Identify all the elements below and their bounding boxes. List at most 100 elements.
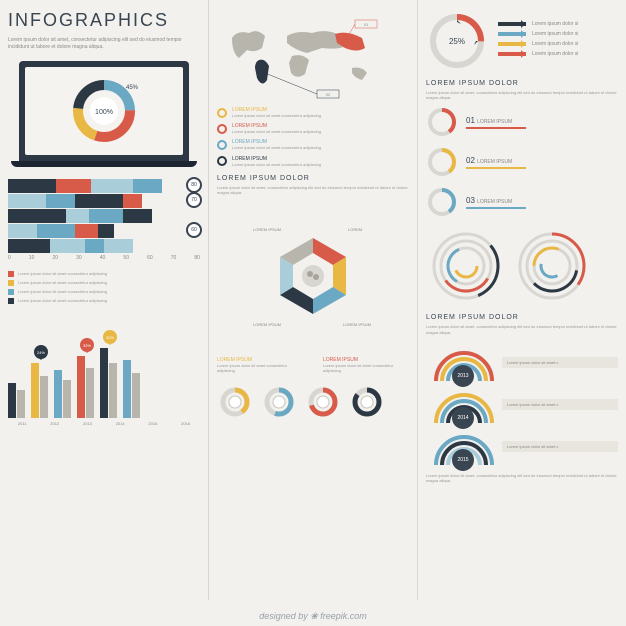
- arrow-list: Lorem ipsum dolor si Lorem ipsum dolor si…: [498, 21, 578, 61]
- hbar-segment: [56, 179, 91, 193]
- arc-item: 2013Lorem ipsum dolor sit amet c: [426, 343, 618, 383]
- small-donut-row: [217, 384, 409, 420]
- small-text-1: Lorem ipsum dolor sit amet consectetur a…: [217, 363, 303, 373]
- laptop-frame: 100% 45%: [19, 61, 189, 161]
- list-donut: [426, 106, 458, 138]
- column-center: 01 02 LOREM IPSUMLorem ipsum dolor sit a…: [209, 0, 418, 600]
- vbar-group: [54, 370, 71, 418]
- legend-swatch: [8, 271, 14, 277]
- hbar-segment: [123, 209, 152, 223]
- arrow-row: Lorem ipsum dolor si: [498, 31, 578, 37]
- svg-text:01: 01: [364, 22, 369, 27]
- hbar-row: [8, 239, 200, 253]
- list-donut: [426, 146, 458, 178]
- legend-item: Lorem ipsum dolor sit amet consectetur a…: [8, 271, 200, 277]
- year-badge: 2014: [452, 407, 474, 429]
- ring-icon: [217, 140, 227, 150]
- vertical-bar-chart: 24%32%32%: [8, 318, 200, 418]
- list-donut: [426, 186, 458, 218]
- hbar-segment: [75, 194, 123, 208]
- arc-item: 2014Lorem ipsum dolor sit amet c: [426, 385, 618, 425]
- ring-legend-item: LOREM IPSUMLorem ipsum dolor sit amet co…: [217, 123, 409, 134]
- hbar-segment: [123, 194, 142, 208]
- horizontal-bar-chart: 8070 60: [8, 179, 200, 253]
- hbar-segment: [66, 209, 89, 223]
- hbar-axis: 01020304050607080: [8, 255, 200, 261]
- hbar-value-label: 80: [186, 177, 202, 193]
- legend-swatch: [8, 298, 14, 304]
- list-number: 01 LOREM IPSUM: [466, 116, 618, 125]
- vbar-group: [8, 383, 25, 418]
- arrow-row: Lorem ipsum dolor si: [498, 41, 578, 47]
- hbar-segment: [8, 194, 46, 208]
- hbar-segment: [133, 179, 162, 193]
- hbar-value-label: 60: [186, 222, 202, 238]
- arc-item: 2015Lorem ipsum dolor sit amet c: [426, 427, 618, 467]
- hexagon-chart: LOREM IPSUM LOREM LOREM IPSUM LOREM IPSU…: [248, 211, 378, 341]
- vbar-pin: 32%: [80, 338, 94, 352]
- arc-chart: 2013Lorem ipsum dolor sit amet c2014Lore…: [426, 343, 618, 467]
- column-left: INFOGRAPHICS Lorem ipsum dolor sit amet,…: [0, 0, 209, 600]
- section-text-1: Lorem ipsum dolor sit amet, consectetur …: [217, 185, 409, 195]
- donut-outer-label: 45%: [126, 85, 139, 91]
- multi-ring-pair: [426, 226, 618, 306]
- ring-legend-item: LOREM IPSUMLorem ipsum dolor sit amet co…: [217, 107, 409, 118]
- vbar-years: 201120122013201420152016: [8, 421, 200, 426]
- donut-center-label: 100%: [95, 109, 113, 116]
- vbar: [17, 390, 25, 418]
- list-underline: [466, 127, 526, 129]
- hbar-value-label: 70: [186, 192, 202, 208]
- vbar: [8, 383, 16, 418]
- donut-list: 01 LOREM IPSUM02 LOREM IPSUM03 LOREM IPS…: [426, 106, 618, 218]
- svg-text:02: 02: [326, 92, 331, 97]
- hbar-segment: [104, 239, 133, 253]
- ring-icon: [217, 124, 227, 134]
- list-underline: [466, 167, 526, 169]
- arc-label: Lorem ipsum dolor sit amet c: [502, 357, 618, 368]
- ring-icon: [217, 108, 227, 118]
- world-map: 01 02: [217, 18, 387, 103]
- arc-label: Lorem ipsum dolor sit amet c: [502, 441, 618, 452]
- list-underline: [466, 207, 526, 209]
- vbar-pin: 32%: [103, 330, 117, 344]
- intro-text: Lorem ipsum dolor sit amet, consectetur …: [8, 37, 200, 51]
- top-donut: 25%: [426, 10, 488, 72]
- svg-text:LOREM: LOREM: [348, 227, 362, 232]
- hbar-segment: [8, 239, 50, 253]
- hbar-segment: [75, 224, 98, 238]
- svg-text:25%: 25%: [449, 37, 465, 46]
- vbar: [123, 360, 131, 418]
- hbar-legend: Lorem ipsum dolor sit amet consectetur a…: [8, 271, 200, 304]
- hbar-segment: [50, 239, 85, 253]
- ring-icon: [217, 156, 227, 166]
- svg-text:LOREM IPSUM: LOREM IPSUM: [253, 227, 281, 232]
- hbar-segment: [46, 194, 75, 208]
- hbar-segment: [91, 179, 133, 193]
- small-text-2: Lorem ipsum dolor sit amet consectetur a…: [323, 363, 409, 373]
- arrow-icon: [498, 32, 526, 36]
- vbar: [77, 356, 85, 418]
- hbar-row: 70: [8, 194, 200, 208]
- hbar-segment: [89, 209, 124, 223]
- vbar-group: [123, 360, 140, 418]
- vbar: [54, 370, 62, 418]
- laptop-donut: 100% 45%: [64, 71, 144, 151]
- hbar-segment: [8, 224, 37, 238]
- ring-legend: LOREM IPSUMLorem ipsum dolor sit amet co…: [217, 107, 409, 167]
- vbar-group: 32%: [100, 348, 117, 418]
- small-donut: [349, 384, 385, 420]
- list-number: 02 LOREM IPSUM: [466, 156, 618, 165]
- arrow-icon: [498, 42, 526, 46]
- section-title-2: LOREM IPSUM DOLOR: [426, 80, 618, 87]
- ring-legend-item: LOREM IPSUMLorem ipsum dolor sit amet co…: [217, 156, 409, 167]
- legend-item: Lorem ipsum dolor sit amet consectetur a…: [8, 280, 200, 286]
- section-text-2: Lorem ipsum dolor sit amet, consectetur …: [426, 90, 618, 100]
- legend-item: Lorem ipsum dolor sit amet consectetur a…: [8, 298, 200, 304]
- section-title-3: LOREM IPSUM DOLOR: [426, 314, 618, 321]
- vbar: [86, 368, 94, 418]
- small-donut: [261, 384, 297, 420]
- arrow-row: Lorem ipsum dolor si: [498, 51, 578, 57]
- vbar: [63, 380, 71, 418]
- vbar: [31, 363, 39, 418]
- vbar-group: 32%: [77, 356, 94, 418]
